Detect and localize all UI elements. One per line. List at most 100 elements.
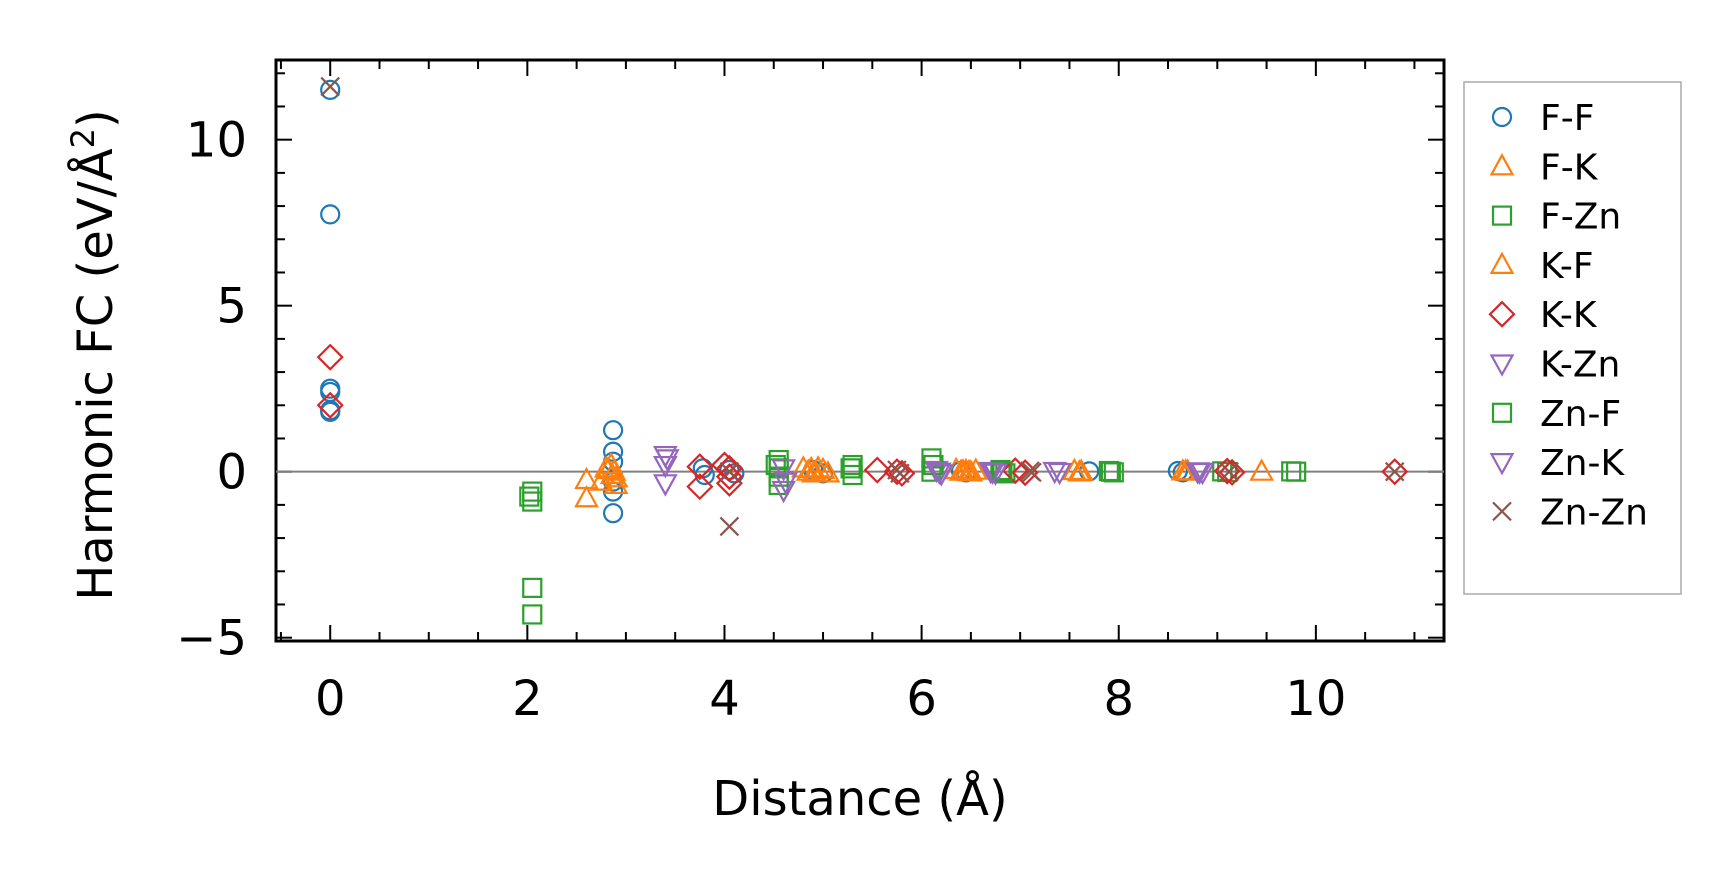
y-axis-label: Harmonic FC (eV/Å2) (64, 109, 124, 601)
data-point (652, 455, 678, 479)
data-point (316, 343, 344, 371)
y-axis-label-main: Harmonic FC (eV/Å (67, 148, 124, 601)
legend-label: K-K (1540, 295, 1598, 336)
data-point (686, 453, 714, 481)
data-point (840, 458, 861, 479)
data-point (1047, 462, 1072, 486)
data-point (863, 456, 891, 484)
data-point (963, 457, 989, 480)
series-zn-k (654, 449, 1212, 495)
legend-marker (1491, 106, 1513, 128)
data-point (771, 459, 796, 482)
legend-label: K-Zn (1540, 345, 1620, 386)
legend-marker (1492, 501, 1512, 522)
x-tick-label: 0 (315, 671, 346, 727)
x-axis-label: Distance (Å) (712, 770, 1007, 827)
data-point (603, 465, 629, 488)
data-point (652, 474, 678, 497)
axis-ticks (276, 60, 1444, 641)
legend-item-zn-f: Zn-F (1491, 394, 1621, 435)
legend-marker (1491, 205, 1513, 226)
x-tick-label: 2 (512, 671, 543, 727)
data-point (798, 455, 824, 479)
data-point (888, 459, 916, 487)
x-tick-label: 4 (709, 671, 740, 727)
data-point (522, 577, 543, 598)
data-point (926, 462, 952, 485)
data-point (686, 473, 714, 501)
x-tick-label: 10 (1285, 671, 1346, 727)
x-tick-label: 6 (906, 671, 937, 727)
data-point (1001, 457, 1029, 485)
data-point (320, 76, 340, 97)
y-tick-label: 0 (216, 445, 247, 501)
legend-label: Zn-Zn (1540, 492, 1648, 533)
y-axis-label-close: ) (68, 109, 124, 128)
legend-item-f-f: F-F (1491, 98, 1594, 139)
series-f-zn (522, 448, 1307, 625)
data-point (980, 462, 1005, 485)
data-point (990, 459, 1011, 481)
data-point (1381, 458, 1409, 486)
tick-labels: 0 2 4 6 8 10 −5 0 5 10 (176, 113, 1346, 727)
data-point (602, 503, 624, 524)
legend-item-k-f: K-F (1489, 246, 1594, 287)
data-point (1249, 458, 1275, 481)
data-point (1100, 461, 1121, 482)
data-point (1187, 462, 1212, 485)
legend-marker (1489, 354, 1515, 377)
legend-label: F-Zn (1540, 197, 1621, 238)
y-tick-label: −5 (176, 611, 247, 667)
legend-item-k-zn: K-Zn (1489, 345, 1620, 386)
y-tick-label: 10 (186, 113, 247, 169)
series-f-f (320, 79, 1193, 524)
y-axis-label-superscript: 2 (64, 128, 102, 148)
data-point (956, 458, 982, 482)
legend-item-zn-k: Zn-K (1489, 443, 1625, 484)
data-point (1068, 458, 1094, 481)
data-point (802, 459, 828, 482)
legend-item-f-zn: F-Zn (1491, 197, 1621, 238)
data-point (599, 461, 625, 485)
legend-label: F-F (1540, 98, 1594, 139)
data-point (602, 420, 624, 441)
legend-label: Zn-F (1540, 394, 1621, 435)
legend-marker (1488, 300, 1516, 328)
y-tick-label: 5 (216, 279, 247, 335)
legend: F-F F-K F-Zn K-F K-K K-Zn Zn-F Zn-K Zn-Zn (1463, 81, 1682, 595)
data-point (320, 401, 341, 423)
data-points (316, 76, 1409, 625)
plot-frame (274, 58, 1446, 643)
data-point (1219, 461, 1239, 482)
data-point (890, 463, 910, 484)
legend-marker (1489, 251, 1515, 274)
data-point (715, 463, 743, 491)
legend-label: F-K (1540, 147, 1599, 188)
data-point (1286, 461, 1307, 482)
data-point (773, 472, 798, 495)
x-tick-label: 8 (1103, 671, 1134, 727)
legend-marker (1489, 153, 1515, 176)
data-point (771, 480, 796, 504)
data-point (1218, 458, 1246, 486)
data-point (1217, 461, 1238, 483)
legend-item-k-k: K-K (1488, 295, 1598, 336)
legend-item-zn-zn: Zn-Zn (1492, 492, 1648, 533)
data-point (719, 461, 740, 482)
legend-label: Zn-K (1540, 443, 1625, 484)
data-point (654, 449, 680, 472)
plot-area (274, 58, 1446, 643)
legend-item-f-k: F-K (1489, 147, 1599, 188)
legend-marker (1489, 453, 1515, 476)
data-point (1022, 462, 1042, 483)
data-point (320, 204, 341, 225)
data-point (1384, 461, 1405, 482)
data-point (320, 79, 341, 100)
data-point (519, 486, 540, 507)
data-point (522, 604, 543, 625)
data-point (815, 460, 841, 483)
data-point (719, 516, 740, 537)
series-zn-zn (320, 76, 1405, 537)
data-point (842, 464, 863, 486)
